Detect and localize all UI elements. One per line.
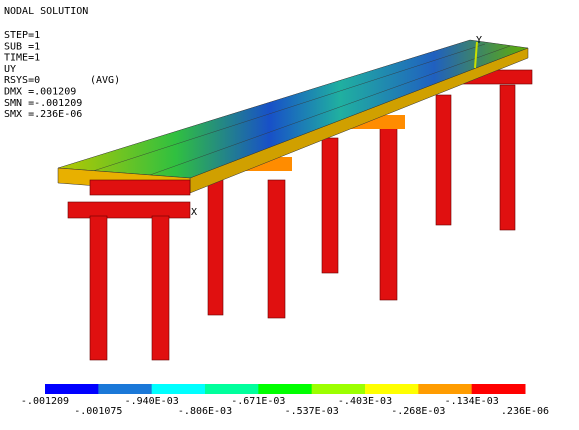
axis-label: Y: [476, 35, 482, 46]
column: [208, 178, 223, 315]
legend-swatch: [365, 384, 419, 394]
info-line: RSYS=0: [4, 75, 40, 86]
column: [268, 180, 285, 318]
column: [380, 128, 397, 300]
legend-label: -.268E-03: [391, 406, 445, 417]
column: [436, 95, 451, 225]
legend-label: -.671E-03: [231, 396, 285, 407]
legend-label: .236E-06: [501, 406, 549, 417]
model: [58, 40, 532, 360]
avg-label: (AVG): [90, 75, 120, 86]
info-line: SMN =-.001209: [4, 98, 82, 109]
info-line: TIME=1: [4, 53, 40, 64]
legend-swatch: [472, 384, 526, 394]
cap-beam: [90, 180, 190, 195]
info-line: STEP=1: [4, 30, 40, 41]
legend-swatch: [205, 384, 259, 394]
info-line: SMX =.236E-06: [4, 109, 82, 120]
legend-swatch: [258, 384, 312, 394]
info-line: DMX =.001209: [4, 87, 76, 98]
info-line: SUB =1: [4, 41, 40, 52]
legend-label: -.001075: [74, 406, 122, 417]
info-line: UY: [4, 64, 16, 75]
ansys-viewport: NODAL SOLUTION (AVG) STEP=1SUB =1TIME=1U…: [0, 0, 579, 430]
legend-swatch: [152, 384, 206, 394]
cap-beam: [68, 202, 190, 218]
column: [500, 85, 515, 230]
legend-swatch: [98, 384, 152, 394]
legend-swatch: [312, 384, 366, 394]
legend-label: -.134E-03: [445, 396, 499, 407]
deck-top: [58, 40, 528, 178]
column: [152, 216, 169, 360]
title: NODAL SOLUTION: [4, 6, 88, 17]
legend-label: -.403E-03: [338, 396, 392, 407]
legend-label: -.537E-03: [285, 406, 339, 417]
legend: -.001209 -.001075-.940E-03-.806E-03-.671E…: [21, 384, 549, 417]
legend-label: -.806E-03: [178, 406, 232, 417]
legend-label: -.001209: [21, 396, 69, 407]
column: [322, 138, 338, 273]
column: [90, 216, 107, 360]
legend-swatch: [45, 384, 99, 394]
axis-label: X: [191, 207, 197, 218]
legend-swatch: [418, 384, 472, 394]
legend-label: -.940E-03: [125, 396, 179, 407]
